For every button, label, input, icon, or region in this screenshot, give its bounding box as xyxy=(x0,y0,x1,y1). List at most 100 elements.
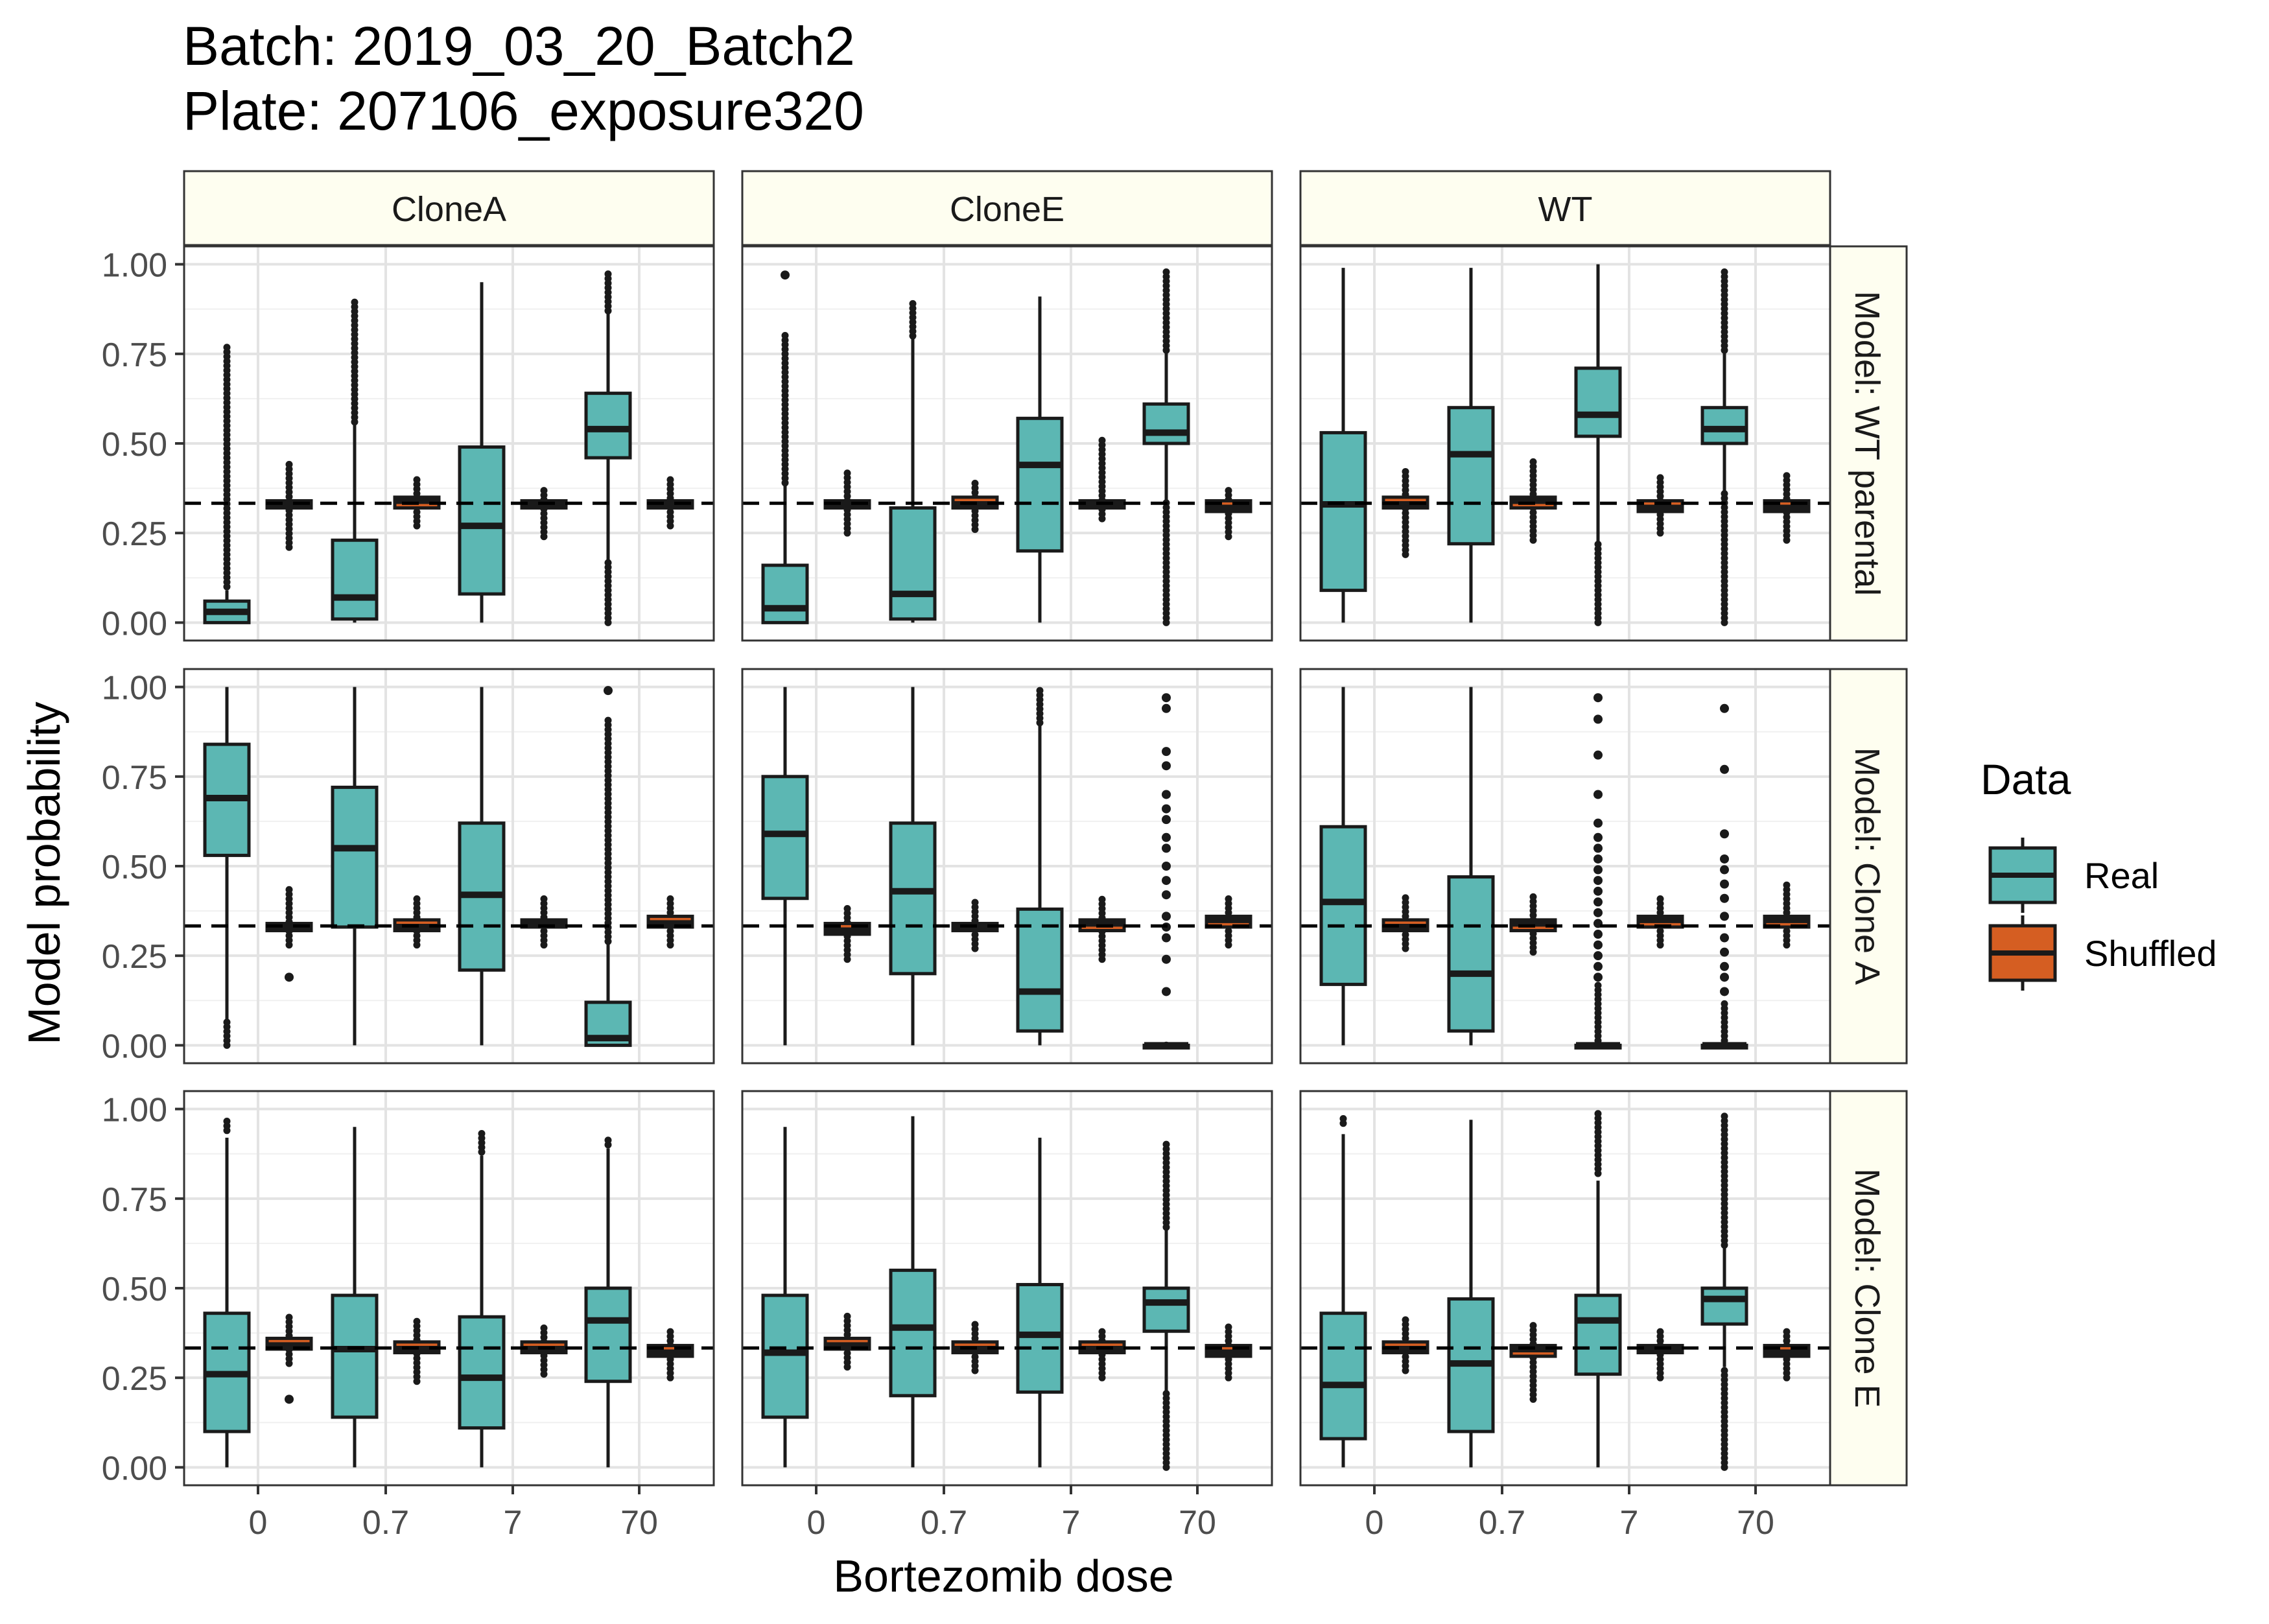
legend-title: Data xyxy=(1981,755,2071,803)
panel-border xyxy=(741,1090,1273,1487)
facet-row-label: Model: WT parental xyxy=(1848,291,1887,596)
chart-title-line-1: Batch: 2019_03_20_Batch2 xyxy=(183,16,855,76)
outlier-point xyxy=(1720,947,1729,957)
y-tick-label: 0.25 xyxy=(102,515,167,553)
legend-item-real: Real xyxy=(1988,838,2159,913)
box-body xyxy=(1319,825,1367,986)
outlier-point xyxy=(1593,961,1603,971)
box-real-0 xyxy=(203,1116,251,1468)
outlier-point xyxy=(1720,829,1729,839)
x-axis-title: Bortezomib dose xyxy=(833,1551,1173,1601)
box-real-70 xyxy=(1142,1137,1190,1471)
box-real-0 xyxy=(203,687,251,1049)
box-body xyxy=(1447,875,1495,1033)
y-tick-label: 1.00 xyxy=(102,1092,167,1129)
box-real-70 xyxy=(1700,1109,1748,1471)
facet-column-strip-WT: WT xyxy=(1299,170,1831,246)
box-body xyxy=(1142,1286,1190,1333)
y-tick-label: 0.00 xyxy=(102,1028,167,1065)
y-tick-label: 0.50 xyxy=(102,1271,167,1308)
strip-box xyxy=(1829,668,1908,1065)
outlier-point xyxy=(1162,933,1171,943)
panel-r2-c2 xyxy=(741,668,1273,1065)
outlier-point xyxy=(781,270,790,280)
outlier-point xyxy=(285,1395,294,1404)
x-tick-label: 0 xyxy=(1365,1504,1384,1542)
y-axis-ticks-row-3: 0.00 0.25 0.50 0.75 1.00 xyxy=(102,1092,184,1487)
box-body xyxy=(889,1268,937,1398)
outlier-point xyxy=(1720,865,1729,875)
box-body xyxy=(1700,1286,1748,1326)
outlier-point xyxy=(1162,843,1171,853)
facet-row-strip-3: Model: Clone E xyxy=(1829,1090,1908,1487)
outlier-point xyxy=(1720,703,1729,713)
legend-item-shuffled: Shuffled xyxy=(1988,915,2216,991)
box-body xyxy=(331,1293,379,1419)
box-body xyxy=(458,445,506,596)
box-real-0 xyxy=(1319,1112,1367,1468)
box-real-7 xyxy=(458,1127,506,1468)
outlier-point xyxy=(1593,930,1603,939)
box-body xyxy=(458,1315,506,1430)
outlier-point xyxy=(1720,764,1729,774)
box-body xyxy=(1016,907,1064,1033)
box-body xyxy=(1016,1282,1064,1394)
x-tick-label: 0 xyxy=(807,1504,826,1542)
box-real-70 xyxy=(584,268,632,626)
x-axis-ticks-col-1: 0 0.7 7 70 xyxy=(249,1485,658,1542)
outlier-point xyxy=(1162,693,1171,703)
outlier-point xyxy=(1162,890,1171,900)
box-body xyxy=(1319,1312,1367,1441)
panel-border xyxy=(1299,1090,1831,1487)
box-real-0.7 xyxy=(889,296,937,623)
panel-r1-c1 xyxy=(183,245,715,642)
box-body xyxy=(584,392,632,460)
box-real-7 xyxy=(458,282,506,623)
box-body xyxy=(331,538,379,621)
box-real-0.7 xyxy=(889,1116,937,1468)
box-real-70 xyxy=(1142,268,1190,626)
x-tick-label: 70 xyxy=(1737,1504,1774,1542)
facet-row-strip-1: Model: WT parental xyxy=(1829,245,1908,642)
outlier-point xyxy=(1593,818,1603,828)
box-real-7 xyxy=(1574,264,1622,626)
box-real-0.7 xyxy=(1447,687,1495,1046)
outlier-point xyxy=(1593,843,1603,853)
box-real-0.7 xyxy=(889,687,937,1046)
box-real-7 xyxy=(1574,1109,1622,1468)
box-real-0 xyxy=(1319,687,1367,1046)
outlier-point xyxy=(1162,747,1171,757)
outlier-point xyxy=(1720,893,1729,903)
box-body xyxy=(1447,406,1495,546)
x-tick-label: 0 xyxy=(249,1504,268,1542)
x-tick-label: 70 xyxy=(620,1504,658,1542)
y-tick-label: 0.50 xyxy=(102,426,167,464)
x-tick-label: 7 xyxy=(504,1504,523,1542)
panel-r3-c3 xyxy=(1299,1090,1831,1487)
facet-column-strip-CloneA: CloneA xyxy=(183,170,715,246)
x-tick-label: 7 xyxy=(1620,1504,1639,1542)
strip-box xyxy=(183,170,715,246)
outlier-point xyxy=(1593,876,1603,886)
outlier-point xyxy=(1720,854,1729,864)
box-body xyxy=(1142,402,1190,445)
box-body xyxy=(889,821,937,976)
box-body xyxy=(1574,366,1622,438)
box-body xyxy=(1574,1293,1622,1376)
facet-row-label: Model: Clone E xyxy=(1848,1168,1887,1407)
outlier-point xyxy=(1162,912,1171,921)
outlier-point xyxy=(1593,790,1603,799)
outlier-point xyxy=(1593,865,1603,875)
outlier-point xyxy=(1720,879,1729,889)
x-tick-label: 7 xyxy=(1062,1504,1081,1542)
outlier-point xyxy=(1593,832,1603,842)
box-real-0 xyxy=(203,339,251,624)
outlier-point xyxy=(1162,954,1171,964)
outlier-point xyxy=(1162,876,1171,886)
panel-border xyxy=(741,668,1273,1065)
x-tick-label: 0.7 xyxy=(921,1504,967,1542)
y-axis-title: Model probability xyxy=(19,701,69,1044)
box-body xyxy=(1319,430,1367,593)
